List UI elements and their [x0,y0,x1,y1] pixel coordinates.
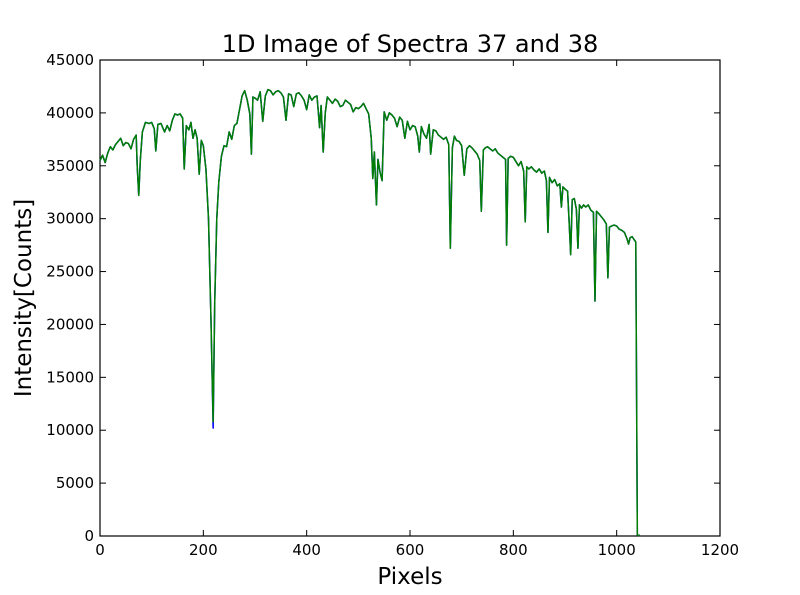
y-tick-label: 40000 [46,104,94,122]
y-axis-label: Intensity[Counts] [11,199,37,397]
y-tick-label: 0 [84,527,94,545]
x-axis: 0 200 400 600 800 1000 1200 [95,60,739,559]
y-tick-label: 15000 [46,368,94,386]
x-tick-label: 1200 [701,541,739,559]
x-tick-label: 400 [292,541,321,559]
chart-title: 1D Image of Spectra 37 and 38 [222,30,598,58]
x-tick-label: 0 [95,541,105,559]
series-layer [99,88,641,537]
series-line-2 [99,88,641,537]
x-tick-label: 800 [499,541,528,559]
y-tick-label: 10000 [46,421,94,439]
x-axis-label: Pixels [377,564,442,590]
y-tick-label: 45000 [46,51,94,69]
y-tick-label: 5000 [56,474,94,492]
y-tick-label: 35000 [46,157,94,175]
x-tick-label: 1000 [598,541,636,559]
x-tick-label: 200 [189,541,218,559]
y-tick-label: 25000 [46,263,94,281]
y-tick-label: 20000 [46,315,94,333]
y-axis: 0 5000 10000 15000 20000 25000 30000 35000 40000… [46,51,720,545]
y-tick-label: 30000 [46,210,94,228]
x-tick-label: 600 [396,541,425,559]
